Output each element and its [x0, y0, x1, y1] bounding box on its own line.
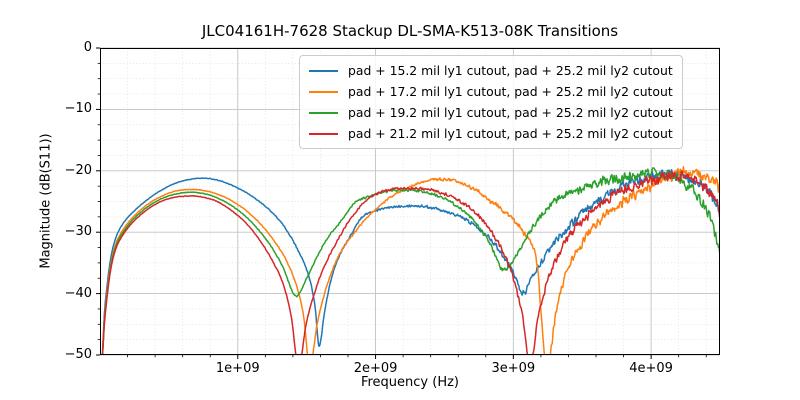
- legend-line-sample: [309, 69, 338, 72]
- x-tick-label: 1e+09: [215, 361, 260, 376]
- legend-line-sample: [309, 90, 338, 93]
- legend-item: pad + 19.2 mil ly1 cutout, pad + 25.2 mi…: [309, 102, 673, 123]
- x-axis-label: Frequency (Hz): [360, 375, 460, 390]
- legend-item-label: pad + 17.2 mil ly1 cutout, pad + 25.2 mi…: [348, 84, 673, 99]
- x-tick-label: 2e+09: [353, 361, 398, 376]
- y-tick-label: −50: [64, 347, 92, 362]
- legend-item: pad + 17.2 mil ly1 cutout, pad + 25.2 mi…: [309, 81, 673, 102]
- y-tick-label: −40: [64, 285, 92, 301]
- chart-title: JLC04161H-7628 Stackup DL-SMA-K513-08K T…: [201, 22, 619, 40]
- legend-item-label: pad + 15.2 mil ly1 cutout, pad + 25.2 mi…: [348, 63, 673, 78]
- y-tick-label: −20: [64, 162, 92, 178]
- legend-item: pad + 15.2 mil ly1 cutout, pad + 25.2 mi…: [309, 60, 673, 81]
- legend-item-label: pad + 19.2 mil ly1 cutout, pad + 25.2 mi…: [348, 105, 673, 120]
- legend: pad + 15.2 mil ly1 cutout, pad + 25.2 mi…: [299, 55, 683, 149]
- y-axis-label: Magnitude (dB(S11)): [38, 133, 54, 269]
- y-tick-label: 0: [83, 40, 92, 55]
- legend-line-sample: [309, 132, 338, 135]
- x-tick-label: 4e+09: [629, 361, 673, 376]
- legend-item-label: pad + 21.2 mil ly1 cutout, pad + 25.2 mi…: [348, 126, 673, 141]
- x-tick-label: 3e+09: [491, 361, 536, 376]
- y-tick-label: −30: [64, 224, 92, 240]
- legend-item: pad + 21.2 mil ly1 cutout, pad + 25.2 mi…: [309, 123, 673, 144]
- legend-line-sample: [309, 111, 338, 114]
- y-tick-label: −10: [64, 101, 92, 117]
